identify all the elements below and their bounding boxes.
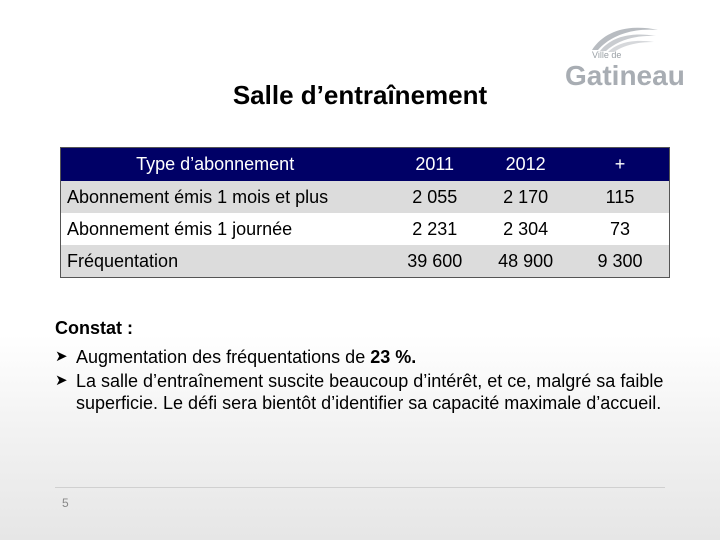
header-type: Type d’abonnement [60,147,390,181]
header-difference: + [571,147,670,181]
bullet-list: ➤ Augmentation des fréquentations de 23 … [55,346,675,416]
footer-divider [55,487,665,488]
cell-difference: 9 300 [597,250,643,271]
cell-type: Fréquentation [67,250,179,271]
page-number: 5 [62,496,69,510]
cell-2012: 48 900 [498,250,554,271]
table-row: Fréquentation 39 600 48 900 9 300 [60,245,670,278]
bullet-text: Augmentation des fréquentations de [76,347,371,367]
cell-type: Abonnement émis 1 mois et plus [67,186,329,207]
slide-title: Salle d’entraînement [232,80,488,110]
bullet-text: La salle d’entraînement suscite beaucoup… [76,371,664,413]
bullet-bold-text: 23 %. [370,347,417,367]
cell-2011: 2 055 [412,186,458,207]
gatineau-logo: Ville de Gatineau [560,22,695,94]
arrow-bullet-icon: ➤ [55,372,68,389]
table-row: Abonnement émis 1 mois et plus 2 055 2 1… [60,181,670,213]
cell-difference: 115 [605,186,635,207]
cell-difference: 73 [610,218,631,239]
logo-small-text: Ville de [592,50,622,60]
logo-swoosh-icon [592,27,658,52]
cell-2012: 2 304 [503,218,549,239]
cell-2011: 2 231 [412,218,458,239]
table-header-row: Type d’abonnement 2011 2012 + [60,147,670,181]
arrow-bullet-icon: ➤ [55,348,68,365]
header-2012: 2012 [480,147,572,181]
data-table: Type d’abonnement 2011 2012 + Abonnement… [60,147,670,278]
logo-main-text: Gatineau [565,60,685,91]
cell-type: Abonnement émis 1 journée [67,218,293,239]
constat-heading: Constat : [55,318,133,338]
bullet-item: ➤ La salle d’entraînement suscite beauco… [55,370,675,414]
cell-2012: 2 170 [503,186,549,207]
bullet-item: ➤ Augmentation des fréquentations de 23 … [55,346,675,368]
header-2011: 2011 [389,147,481,181]
table-row: Abonnement émis 1 journée 2 231 2 304 73 [60,213,670,245]
cell-2011: 39 600 [407,250,463,271]
